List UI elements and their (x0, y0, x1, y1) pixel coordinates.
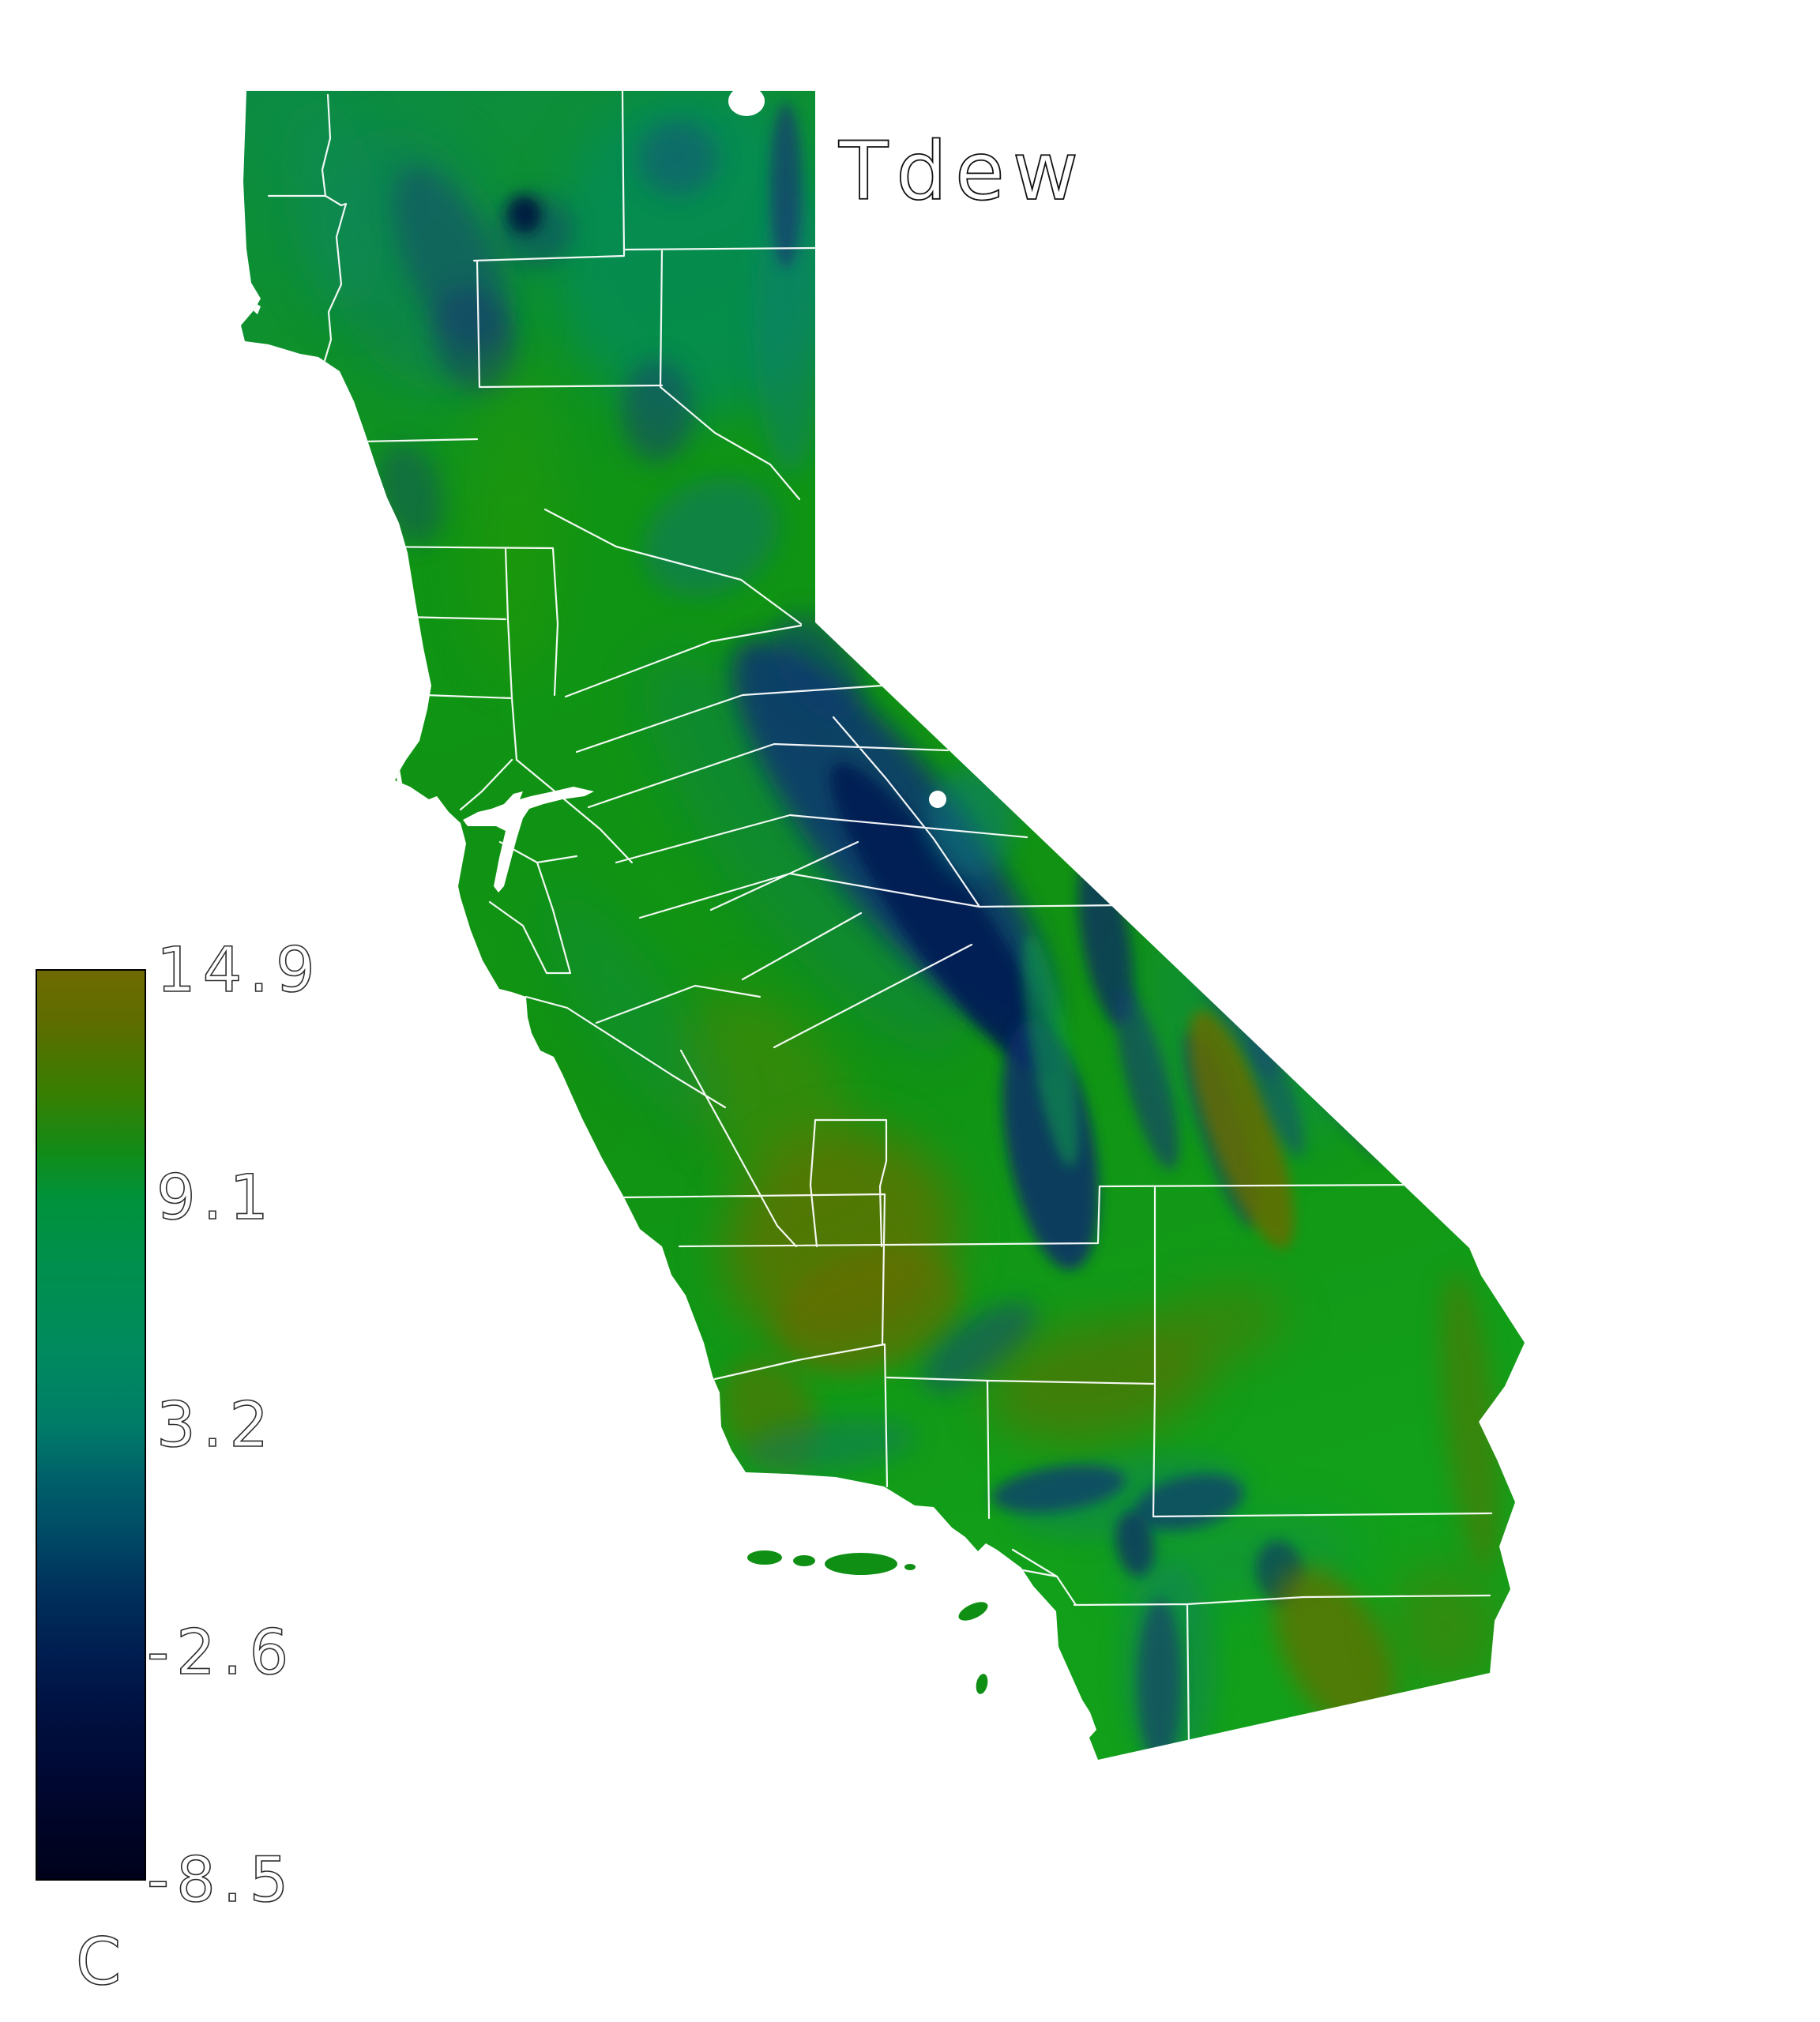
colorbar-gradient (36, 969, 146, 1881)
sierra-west-fringe (643, 654, 968, 1052)
santa-ana-mountains (1115, 1511, 1155, 1577)
death-valley-floor (1189, 1010, 1295, 1249)
california-map: Tdew (241, 91, 1525, 1760)
warner-range-ridge (770, 103, 802, 269)
clear-lake (388, 684, 413, 701)
colorbar-tick-3: 3.2 (156, 1390, 276, 1461)
laguna-mountains (1138, 1599, 1182, 1760)
san-clemente-island (976, 1674, 988, 1694)
colorbar-tick-min: -8.5 (147, 1845, 295, 1916)
santa-cruz-island (825, 1553, 897, 1575)
inyo-mountains (1115, 986, 1179, 1171)
tehachapi-mountains (922, 1302, 1037, 1392)
mono-lake (929, 791, 946, 808)
colorbar-tick-4: -2.6 (147, 1618, 295, 1689)
sacramento-valley (466, 348, 561, 679)
county-borders (241, 91, 1493, 1747)
map-title: Tdew (838, 125, 1086, 219)
colorbar-unit-label: C (76, 1925, 121, 2000)
nw-coast-teal (281, 96, 382, 315)
sierra-nevada-crest (830, 763, 1058, 1077)
mono-basin (928, 766, 1015, 877)
owens-valley (1022, 934, 1079, 1167)
central-mojave-desert (1147, 1284, 1286, 1370)
colorbar: 14.9 9.1 3.2 -2.6 -8.5 C (36, 934, 322, 2001)
mount-shasta-peak (506, 196, 541, 234)
coast-range-teal (543, 892, 721, 1130)
coachella-imperial-valley (1274, 1567, 1396, 1734)
san-francisco-bay (463, 787, 594, 893)
colorado-river-valley (1441, 1272, 1501, 1571)
medicine-lake-highlands (638, 120, 717, 196)
white-mountains (1077, 854, 1134, 1026)
colorbar-tick-2: 9.1 (156, 1163, 276, 1234)
ne-border-strip (754, 190, 825, 474)
tulare-basin (776, 1249, 962, 1374)
plumas-highlands (643, 477, 779, 597)
channel-islands (747, 1550, 988, 1694)
colorbar-tick-max: 14.9 (156, 935, 322, 1006)
anacapa-island (904, 1564, 916, 1570)
catalina-island (958, 1602, 988, 1621)
san-gabriel-mountains (991, 1464, 1126, 1513)
santa-cruz-island-west (793, 1555, 815, 1566)
goose-lake (728, 91, 765, 116)
amargosa-ridge (1247, 1023, 1305, 1157)
lassen-peak-area (622, 359, 693, 462)
santa-rosa-island (747, 1550, 782, 1565)
santa-barbara-ranges (743, 1419, 916, 1472)
